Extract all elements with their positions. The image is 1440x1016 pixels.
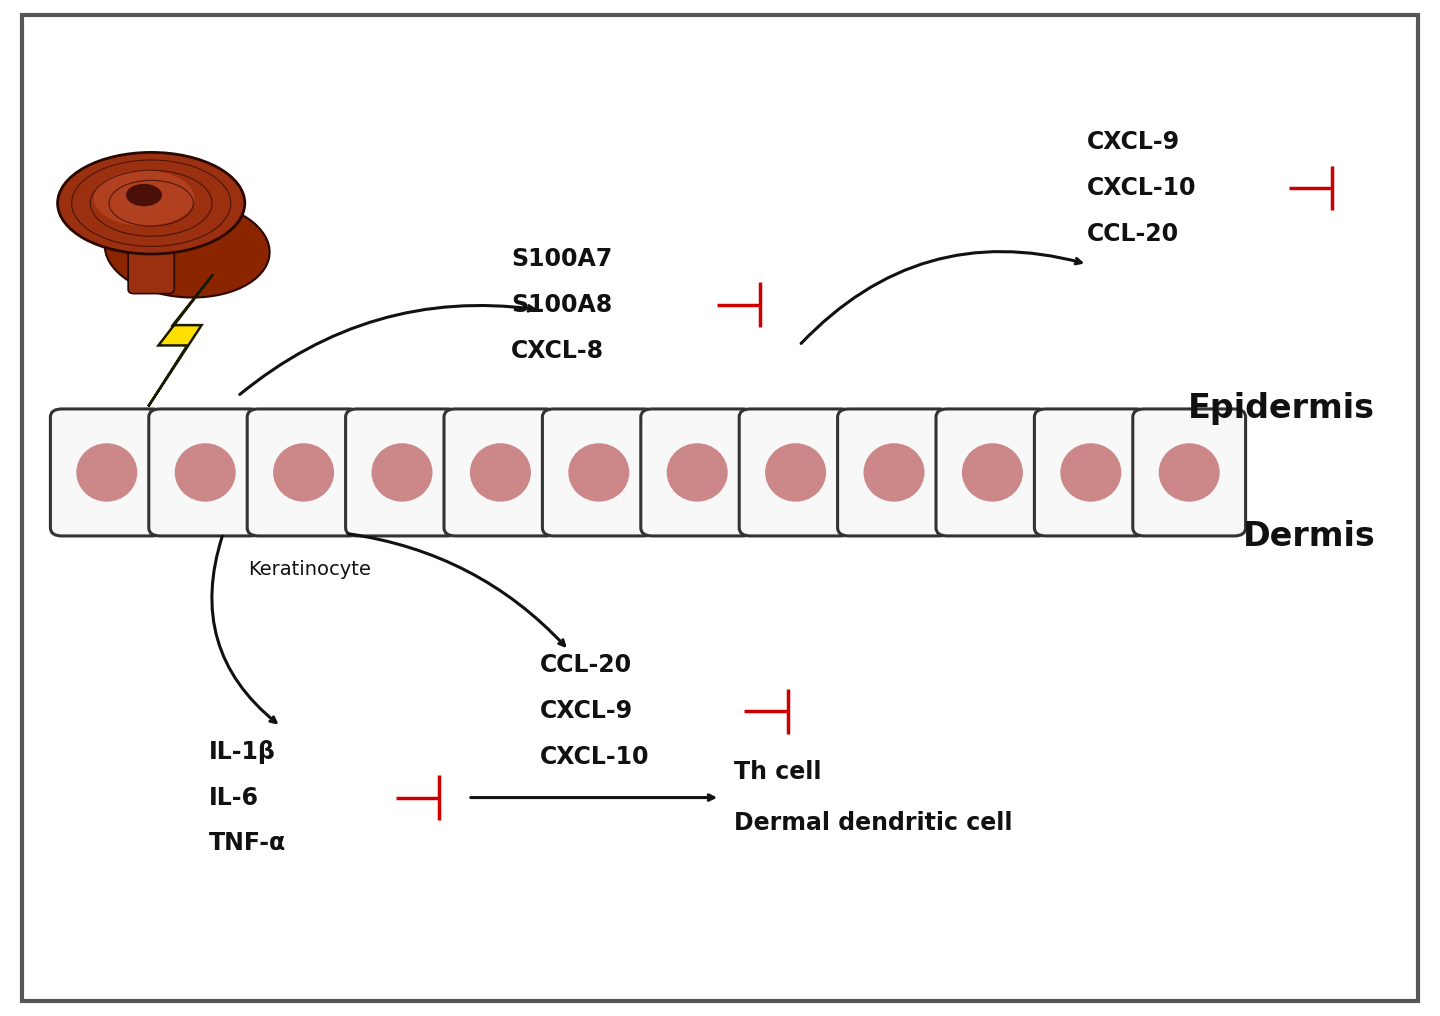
Ellipse shape (1159, 443, 1220, 502)
Text: CXCL-10: CXCL-10 (540, 745, 649, 769)
Ellipse shape (127, 184, 161, 206)
Text: Epidermis: Epidermis (1188, 392, 1375, 425)
Ellipse shape (105, 200, 269, 298)
FancyBboxPatch shape (936, 408, 1048, 536)
Ellipse shape (174, 443, 236, 502)
Text: CXCL-10: CXCL-10 (1087, 176, 1197, 200)
FancyBboxPatch shape (50, 408, 163, 536)
Polygon shape (148, 274, 213, 406)
Ellipse shape (58, 152, 245, 254)
Ellipse shape (76, 443, 137, 502)
FancyBboxPatch shape (444, 408, 557, 536)
Text: CXCL-9: CXCL-9 (1087, 130, 1181, 154)
Text: CCL-20: CCL-20 (540, 653, 632, 678)
Text: Th cell: Th cell (734, 760, 822, 784)
Ellipse shape (569, 443, 629, 502)
Ellipse shape (469, 443, 531, 502)
Ellipse shape (1060, 443, 1122, 502)
FancyBboxPatch shape (148, 408, 262, 536)
FancyBboxPatch shape (1133, 408, 1246, 536)
Ellipse shape (864, 443, 924, 502)
Text: S100A8: S100A8 (511, 293, 612, 317)
FancyBboxPatch shape (838, 408, 950, 536)
Text: CXCL-9: CXCL-9 (540, 699, 634, 723)
Ellipse shape (667, 443, 727, 502)
Text: CXCL-8: CXCL-8 (511, 338, 605, 363)
Text: Dermal dendritic cell: Dermal dendritic cell (734, 811, 1012, 835)
Text: IL-6: IL-6 (209, 785, 259, 810)
Ellipse shape (765, 443, 827, 502)
Ellipse shape (94, 170, 194, 227)
Text: Dermis: Dermis (1243, 520, 1375, 553)
Text: IL-1β: IL-1β (209, 740, 275, 764)
Text: S100A7: S100A7 (511, 247, 612, 271)
Ellipse shape (962, 443, 1022, 502)
FancyBboxPatch shape (128, 230, 174, 294)
FancyBboxPatch shape (543, 408, 655, 536)
FancyBboxPatch shape (739, 408, 852, 536)
Ellipse shape (372, 443, 432, 502)
FancyBboxPatch shape (1034, 408, 1148, 536)
Ellipse shape (274, 443, 334, 502)
Text: CCL-20: CCL-20 (1087, 221, 1179, 246)
Text: TNF-α: TNF-α (209, 831, 287, 855)
Text: Keratinocyte: Keratinocyte (248, 560, 372, 579)
FancyBboxPatch shape (346, 408, 458, 536)
FancyBboxPatch shape (248, 408, 360, 536)
FancyBboxPatch shape (641, 408, 753, 536)
